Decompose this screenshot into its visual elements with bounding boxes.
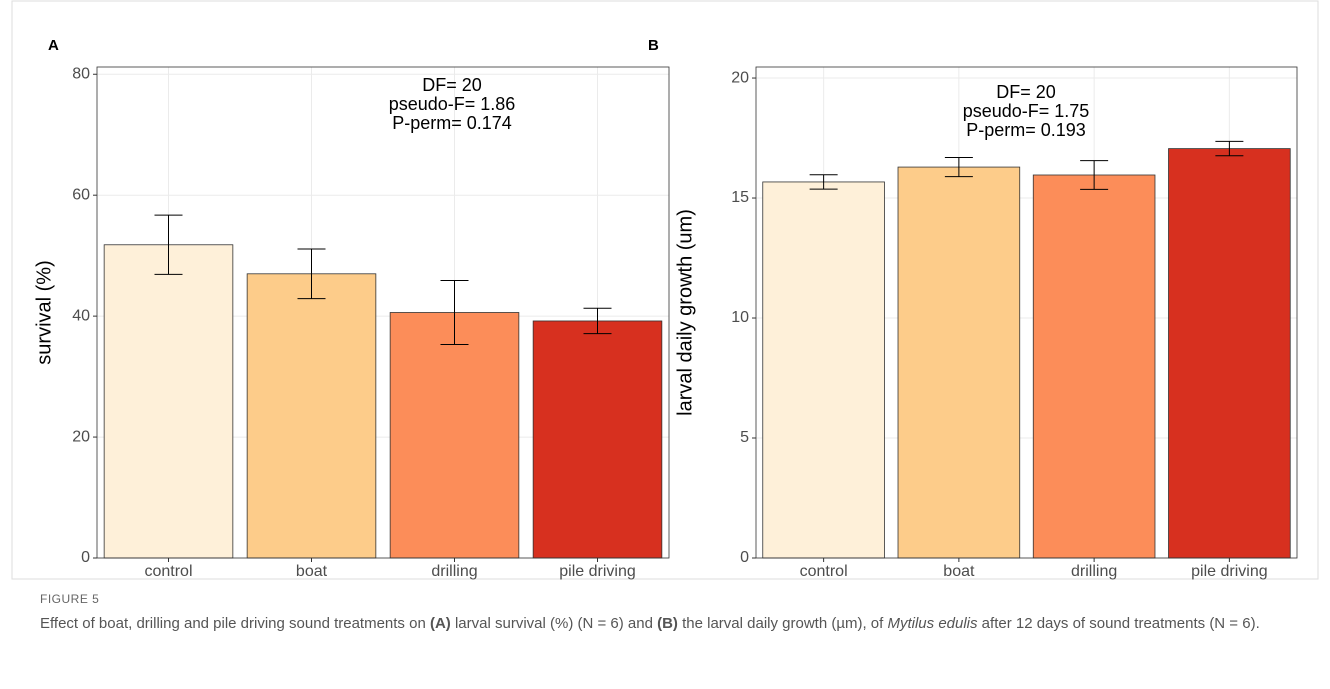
caption-part: (B) bbox=[657, 615, 678, 632]
y-tick-label: 10 bbox=[731, 309, 749, 326]
bar bbox=[762, 181, 885, 559]
y-tick-label: 15 bbox=[731, 189, 749, 206]
annotation: DF= 20 bbox=[996, 82, 1056, 102]
annotation: DF= 20 bbox=[422, 75, 482, 95]
annotation: pseudo-F= 1.75 bbox=[963, 101, 1090, 121]
plot-border bbox=[96, 66, 670, 559]
plot-border bbox=[755, 66, 1298, 559]
x-tick-label: control bbox=[144, 563, 192, 580]
caption-part: larval survival (%) (N = 6) and bbox=[450, 615, 658, 632]
bar bbox=[1032, 174, 1156, 559]
caption-part: Effect of boat, drilling and pile drivin… bbox=[40, 615, 430, 632]
y-tick-label: 20 bbox=[72, 428, 90, 445]
y-tick-label: 60 bbox=[72, 186, 90, 203]
y-tick-label: 20 bbox=[731, 69, 749, 86]
caption-part: (A) bbox=[429, 615, 451, 632]
x-tick-label: drilling bbox=[1071, 563, 1117, 580]
caption-text: Effect of boat, drilling and pile drivin… bbox=[40, 612, 1300, 635]
bar bbox=[532, 320, 663, 559]
x-tick-label: boat bbox=[943, 563, 975, 580]
caption-part: after 12 days of sound treatments (N = 6… bbox=[977, 615, 1260, 632]
x-tick-label: control bbox=[800, 563, 848, 580]
panel-label: B bbox=[648, 37, 659, 54]
panel-label: A bbox=[48, 37, 59, 54]
bar bbox=[246, 273, 377, 559]
x-tick-label: boat bbox=[296, 563, 328, 580]
annotation: P-perm= 0.193 bbox=[966, 120, 1086, 140]
caption-label: FIGURE 5 bbox=[40, 592, 100, 606]
y-tick-label: 80 bbox=[72, 65, 90, 82]
y-axis-title: larval daily growth (um) bbox=[674, 209, 696, 416]
y-tick-label: 0 bbox=[81, 549, 90, 566]
figure-frame bbox=[11, 0, 1319, 580]
bar bbox=[897, 166, 1021, 559]
bar bbox=[1168, 148, 1291, 559]
bar bbox=[103, 244, 234, 559]
y-tick-label: 40 bbox=[72, 307, 90, 324]
x-tick-label: pile driving bbox=[1191, 563, 1267, 580]
bar bbox=[389, 312, 520, 559]
x-tick-label: pile driving bbox=[559, 563, 635, 580]
caption-part: Mytilus edulis bbox=[887, 615, 978, 632]
annotation: pseudo-F= 1.86 bbox=[389, 94, 516, 114]
caption: FIGURE 5 Effect of boat, drilling and pi… bbox=[40, 592, 1300, 635]
y-axis-title: survival (%) bbox=[33, 260, 55, 364]
x-tick-label: drilling bbox=[431, 563, 477, 580]
y-tick-label: 0 bbox=[740, 549, 749, 566]
caption-part: the larval daily growth (µm), of bbox=[677, 615, 888, 632]
annotation: P-perm= 0.174 bbox=[392, 113, 512, 133]
y-tick-label: 5 bbox=[740, 429, 749, 446]
